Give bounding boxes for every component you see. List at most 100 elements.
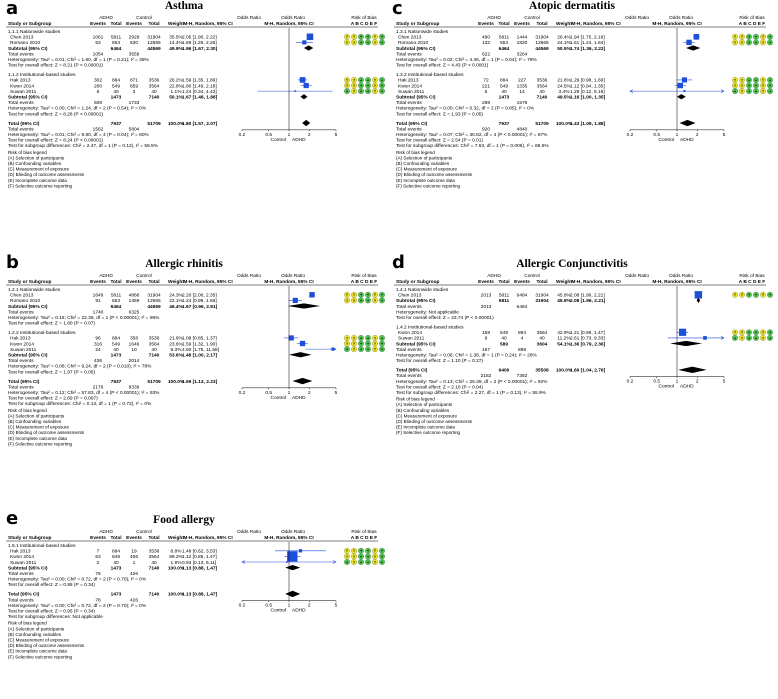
rob-mark: + xyxy=(734,336,736,340)
study-name: Kwon 2014 xyxy=(398,330,422,336)
rob-mark: ? xyxy=(374,560,376,564)
rob-mark: ? xyxy=(374,299,376,303)
total-header: Total xyxy=(148,21,159,27)
rob-mark: + xyxy=(360,78,362,82)
rob-dot xyxy=(358,39,364,46)
stat-text: Test for overall effect: Z = 2.54 (P = 0… xyxy=(396,138,483,144)
rob-mark: + xyxy=(748,35,750,39)
x-tick-label: 2 xyxy=(308,132,311,138)
rob-mark: ? xyxy=(353,84,355,88)
or-plot-method-header: M-H, Random, 95% CI xyxy=(264,279,314,285)
study-header: Study or Subgroup xyxy=(8,535,52,541)
events-adhd: 24 xyxy=(95,347,101,353)
rob-mark: + xyxy=(755,84,757,88)
subtotal-name: Subtotal (95% CI) xyxy=(396,46,436,52)
rob-legend-item: (B) Confounding variables xyxy=(396,161,450,166)
or-ci-value: 1.96 [1.67, 2.30] xyxy=(182,46,218,52)
total-control: 31904 xyxy=(535,293,549,299)
or-plot-method-header: M-H, Random, 95% CI xyxy=(264,535,314,541)
total-adhd: 549 xyxy=(112,83,120,89)
pooled-diamond xyxy=(289,352,312,358)
total-control: 3564 xyxy=(537,330,548,336)
weight-value: 1.1% xyxy=(171,89,183,95)
total-adhd: 6464 xyxy=(499,46,510,52)
weight-header: Weight xyxy=(168,21,184,27)
total-control: 7140 xyxy=(149,592,160,598)
events-control: 1335 xyxy=(517,83,528,89)
group1-header: ADHD xyxy=(99,273,113,279)
axis-label-control: Control xyxy=(271,395,286,401)
stat-text: Test for overall effect: Z = 1.93 (P = 0… xyxy=(396,111,483,117)
total-control: 44569 xyxy=(535,46,549,52)
total-adhd: 5811 xyxy=(111,35,122,41)
study-point xyxy=(287,551,298,562)
events-control: 871 xyxy=(130,78,138,84)
study-point xyxy=(294,90,297,92)
weight-value: 42.9% xyxy=(557,330,571,336)
study-point xyxy=(683,90,686,93)
rob-mark: + xyxy=(748,331,750,335)
rob-dot xyxy=(767,291,773,298)
pooled-diamond xyxy=(292,377,313,385)
rob-dot xyxy=(365,346,371,353)
total-header: Total xyxy=(110,279,121,285)
rob-legend-item: (A) Selection of participants xyxy=(8,155,65,160)
events-adhd: 7 xyxy=(97,549,100,555)
rob-dot xyxy=(365,559,371,565)
stat-text: Test for overall effect: Z = 2.69 (P = 0… xyxy=(8,396,98,402)
x-tick-label: 1 xyxy=(676,132,679,138)
rob-mark: + xyxy=(381,348,383,352)
axis-label-control: Control xyxy=(271,137,286,143)
or-ci-value: 2.20 [2.06, 2.35] xyxy=(182,293,217,299)
events-adhd: 158 xyxy=(482,330,490,336)
total-adhd: 589 xyxy=(500,341,508,347)
events-control: 3264 xyxy=(517,51,528,57)
weight-value: 100.0% xyxy=(168,565,185,571)
events-control: 3559 xyxy=(129,51,140,57)
pooled-diamond xyxy=(303,45,314,51)
rob-mark: ? xyxy=(741,78,743,82)
x-tick-label: 0.5 xyxy=(265,132,272,138)
rob-mark: ? xyxy=(346,293,348,297)
rob-mark: + xyxy=(367,41,369,45)
events-control: 426 xyxy=(130,597,138,603)
study-point xyxy=(693,33,700,40)
or-ci-value: 1.16 [1.00, 1.35] xyxy=(570,95,606,101)
events-adhd: 2013 xyxy=(481,293,492,299)
rob-mark: + xyxy=(367,549,369,553)
rob-mark: ? xyxy=(741,293,743,297)
rob-mark: + xyxy=(755,78,757,82)
x-tick-label: 2 xyxy=(696,379,699,385)
events-header: Events xyxy=(126,21,142,27)
panel-letter: e xyxy=(6,508,19,529)
weight-value: 45.9% xyxy=(557,298,571,304)
study-point xyxy=(681,77,687,83)
x-tick-label: 5 xyxy=(335,390,338,396)
group2-header: Control xyxy=(136,15,151,21)
total-control: 31904 xyxy=(535,35,549,41)
rob-mark: + xyxy=(381,35,383,39)
stat-text: Total events xyxy=(8,100,34,106)
total-adhd: 7937 xyxy=(111,379,122,385)
rob-legend-item: (B) Confounding variables xyxy=(396,408,450,413)
total-control: 3536 xyxy=(149,336,160,342)
stat-text: Heterogeneity: Tau² = 0.13; Chi² = 26.39… xyxy=(396,379,548,385)
rob-mark: ? xyxy=(374,35,376,39)
weight-value: 100.0% xyxy=(556,121,573,127)
rob-mark: + xyxy=(360,90,362,94)
x-tick-label: 0.2 xyxy=(239,390,246,396)
or-header: Odds Ratio xyxy=(237,15,261,21)
events-control: 4868 xyxy=(129,293,140,299)
weight-header: Weight xyxy=(556,279,572,285)
group2-header: Control xyxy=(136,273,151,279)
rob-mark: ? xyxy=(374,549,376,553)
rob-legend-item: (B) Confounding variables xyxy=(8,632,62,637)
panel-title: Allergic rhinitis xyxy=(145,258,223,270)
rob-mark: ? xyxy=(374,348,376,352)
events-adhd: 9 xyxy=(485,336,488,342)
or-header: Odds Ratio xyxy=(625,273,649,279)
total-control: 12665 xyxy=(535,40,549,46)
rob-mark: + xyxy=(360,35,362,39)
rob-dot xyxy=(358,297,364,304)
total-adhd: 653 xyxy=(112,40,120,46)
